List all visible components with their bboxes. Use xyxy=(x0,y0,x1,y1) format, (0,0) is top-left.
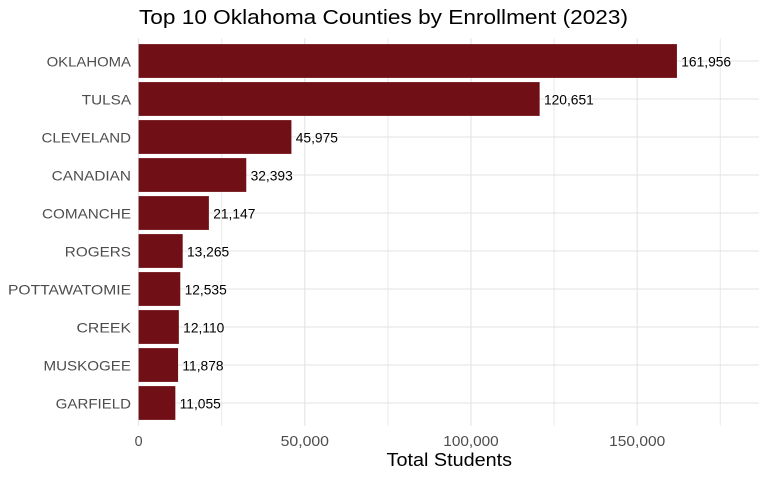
svg-text:CLEVELAND: CLEVELAND xyxy=(42,130,132,146)
svg-text:13,265: 13,265 xyxy=(187,245,230,260)
svg-text:100,000: 100,000 xyxy=(443,434,498,450)
svg-text:150,000: 150,000 xyxy=(609,434,665,450)
svg-text:ROGERS: ROGERS xyxy=(65,244,131,260)
svg-text:Top 10 Oklahoma Counties by En: Top 10 Oklahoma Counties by Enrollment (… xyxy=(139,7,628,29)
svg-text:MUSKOGEE: MUSKOGEE xyxy=(44,358,132,374)
svg-text:0: 0 xyxy=(135,434,143,450)
svg-text:COMANCHE: COMANCHE xyxy=(42,206,131,222)
svg-text:12,110: 12,110 xyxy=(183,321,225,336)
svg-text:12,535: 12,535 xyxy=(185,283,228,298)
svg-text:GARFIELD: GARFIELD xyxy=(56,396,131,412)
svg-text:Total Students: Total Students xyxy=(387,449,513,470)
svg-text:CREEK: CREEK xyxy=(77,320,132,336)
svg-text:11,055: 11,055 xyxy=(180,397,222,412)
svg-text:32,393: 32,393 xyxy=(251,169,294,184)
svg-text:OKLAHOMA: OKLAHOMA xyxy=(47,54,132,70)
svg-text:161,956: 161,956 xyxy=(681,55,731,70)
svg-text:120,651: 120,651 xyxy=(544,93,594,108)
svg-text:CANADIAN: CANADIAN xyxy=(52,168,131,184)
svg-text:TULSA: TULSA xyxy=(82,92,132,108)
svg-text:POTTAWATOMIE: POTTAWATOMIE xyxy=(8,282,131,298)
svg-text:21,147: 21,147 xyxy=(213,207,255,222)
svg-text:11,878: 11,878 xyxy=(182,359,224,374)
svg-text:50,000: 50,000 xyxy=(281,434,329,450)
svg-text:45,975: 45,975 xyxy=(296,131,339,146)
